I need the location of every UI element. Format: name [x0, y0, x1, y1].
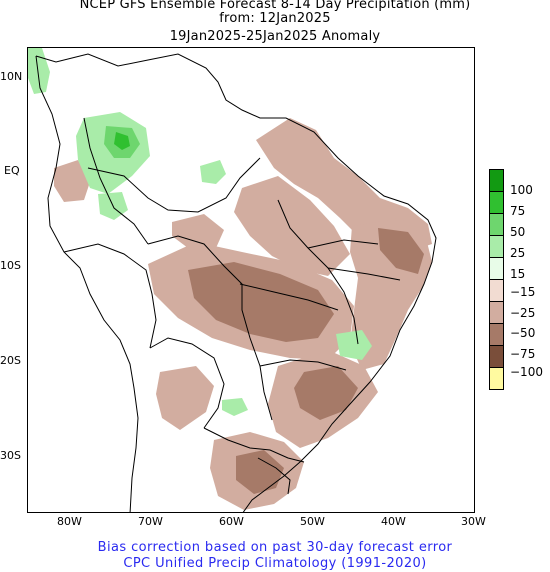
legend-label-neg25: −25	[510, 306, 536, 320]
border-bolivia	[149, 337, 225, 429]
lon-label-60w: 60W	[219, 515, 244, 528]
map-title: NCEP GFS Ensemble Forecast 8-14 Day Prec…	[79, 0, 471, 12]
dry-region-central-core	[188, 262, 334, 342]
map-subtitle-period: 19Jan2025-25Jan2025 Anomaly	[169, 29, 381, 44]
border-states-brazil	[239, 199, 401, 371]
legend-label-neg15: −15	[510, 285, 536, 299]
dry-region-bolivia	[156, 366, 214, 430]
legend-label-100: 100	[510, 183, 533, 197]
legend-swatch-neg50	[489, 323, 504, 346]
lat-label-eq: EQ	[4, 164, 20, 177]
coastline-and-borders	[35, 53, 437, 512]
south-america-coastline	[35, 53, 437, 512]
map-subtitle-date: from: 12Jan2025	[219, 11, 331, 26]
dry-region-amazon-west	[172, 214, 224, 248]
map-frame	[27, 47, 475, 513]
lat-label-10n: 10N	[0, 70, 23, 83]
border-colombia	[83, 117, 149, 245]
legend-label-50: 50	[510, 225, 526, 239]
legend-swatch-15	[489, 257, 504, 280]
wet-region-minas	[336, 330, 372, 360]
border-uruguay	[257, 457, 291, 495]
lat-label-20s: 20S	[0, 354, 21, 367]
lon-label-40w: 40W	[381, 515, 406, 528]
lat-label-30s: 30S	[0, 449, 21, 462]
lat-label-10s: 10S	[0, 259, 21, 272]
dry-region-northeast-coast	[256, 118, 432, 252]
dry-region-interior-north	[234, 176, 350, 276]
border-paraguay-argentina	[203, 427, 305, 463]
color-legend: 100 75 50 25 15 −15 −25 −50 −75 −100	[489, 169, 549, 396]
legend-label-75: 75	[510, 204, 526, 218]
dry-region-south-core	[236, 450, 284, 494]
legend-swatch-100	[489, 169, 504, 192]
border-peru	[63, 243, 157, 349]
footer-bias-note: Bias correction based on past 30-day for…	[97, 540, 453, 555]
legend-label-neg50: −50	[510, 326, 536, 340]
dry-region-east-core	[378, 228, 424, 274]
legend-swatch-neg15	[489, 279, 504, 302]
legend-label-neg100: −100	[510, 365, 543, 379]
legend-swatch-neg100	[489, 367, 504, 390]
legend-label-15: 15	[510, 267, 526, 281]
lon-label-80w: 80W	[57, 515, 82, 528]
precip-anomaly-map	[28, 48, 437, 512]
border-amazon-north	[87, 157, 261, 213]
legend-label-neg75: −75	[510, 347, 536, 361]
dry-region-southeast-core	[294, 366, 358, 420]
lon-label-30w: 30W	[461, 515, 486, 528]
wet-region-amazon	[200, 160, 226, 184]
dry-region-colombia-south	[54, 160, 90, 202]
legend-swatch-50	[489, 213, 504, 236]
wet-region-colombia-peak	[114, 132, 130, 150]
lon-label-70w: 70W	[138, 515, 163, 528]
legend-swatch-neg25	[489, 301, 504, 324]
lon-label-50w: 50W	[300, 515, 325, 528]
dry-anomaly-regions	[54, 118, 432, 510]
footer-climatology-note: CPC Unified Precip Climatology (1991-202…	[123, 556, 427, 571]
wet-anomaly-regions	[28, 48, 372, 416]
legend-swatch-75	[489, 191, 504, 214]
border-brazil-west	[147, 235, 273, 421]
legend-swatch-neg75	[489, 345, 504, 368]
legend-label-25: 25	[510, 246, 526, 260]
legend-swatch-25	[489, 235, 504, 258]
wet-region-caribbean	[28, 48, 50, 94]
wet-region-paraguay	[222, 398, 248, 416]
